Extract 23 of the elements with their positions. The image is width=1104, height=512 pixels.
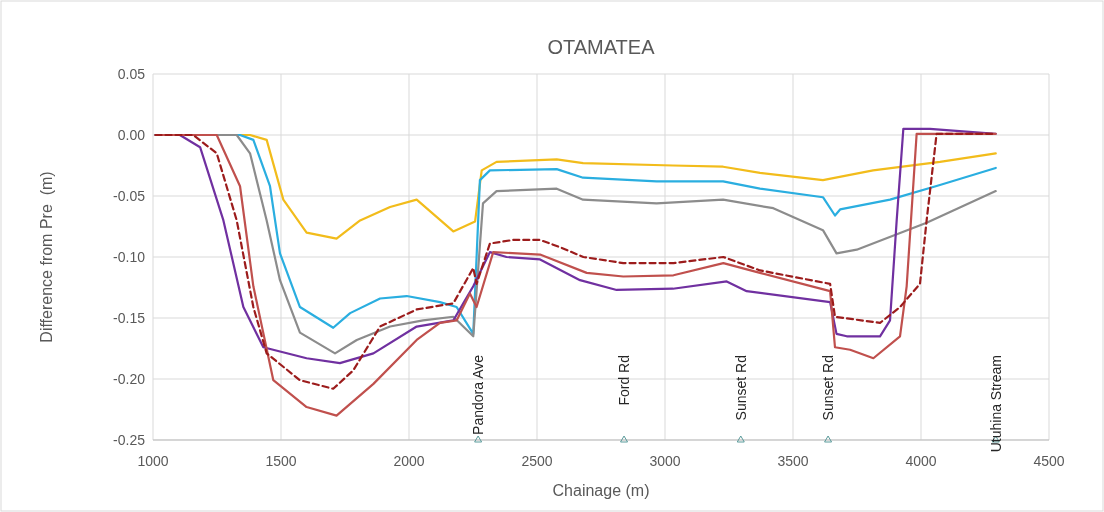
chart-title: OTAMATEA (547, 36, 656, 58)
y-tick-label: -0.15 (113, 309, 146, 326)
x-tick-label: 1500 (265, 453, 297, 469)
annotation: Pandora Ave (470, 354, 487, 435)
annotation: Sunset Rd (820, 355, 837, 421)
annotation: Utuhina Stream (987, 355, 1004, 453)
annotation: Sunset Rd (732, 355, 749, 421)
x-tick-label: 3000 (649, 453, 681, 469)
y-tick-label: -0.25 (113, 431, 146, 448)
y-tick-label: 0.00 (117, 126, 146, 143)
x-axis-title: Chainage (m) (552, 482, 650, 499)
y-tick-label: -0.05 (113, 187, 146, 204)
x-tick-label: 4000 (905, 453, 937, 469)
x-tick-label: 1000 (137, 453, 169, 469)
y-tick-label: -0.10 (113, 248, 146, 265)
y-axis-title: Difference from Pre (m) (38, 171, 55, 343)
x-tick-label: 4500 (1033, 453, 1065, 469)
annotation: Ford Rd (616, 355, 633, 406)
x-tick-label: 3500 (777, 453, 809, 469)
y-tick-label: -0.20 (113, 370, 146, 387)
x-tick-label: 2000 (393, 453, 425, 469)
y-tick-label: 0.05 (117, 65, 146, 82)
x-tick-label: 2500 (521, 453, 553, 469)
